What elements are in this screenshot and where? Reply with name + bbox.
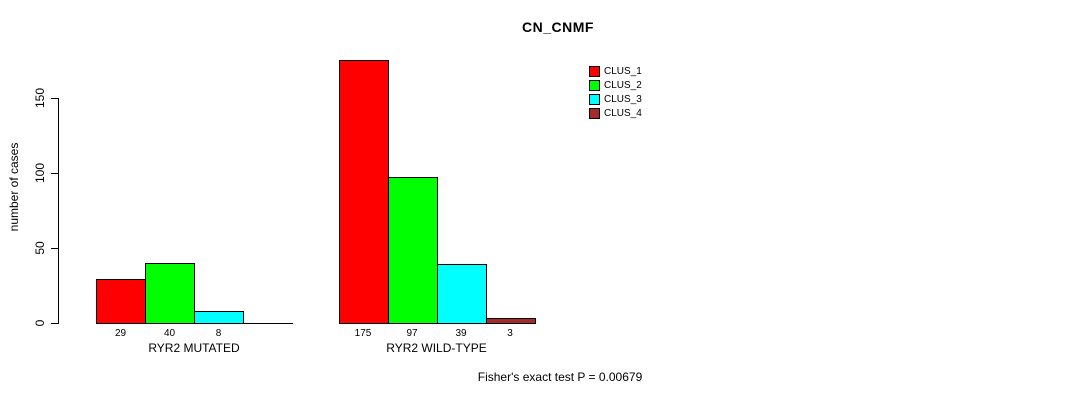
category-label: RYR2 MUTATED [148,341,240,355]
bar-clus_3-ryr2-wild-type [436,264,487,324]
y-axis-tick-mark [51,97,58,99]
chart-title: CN_CNMF [522,19,594,35]
bar-clus_1-ryr2-mutated [96,279,146,324]
bar-value-label: 8 [215,328,222,339]
bar-clus_2-ryr2-mutated [145,262,195,324]
y-axis-tick-label: 100 [33,162,47,183]
bar-clus_2-ryr2-wild-type [387,177,438,324]
y-axis-tick-label: 50 [33,240,47,255]
bar-value-label: 3 [507,328,513,339]
y-axis-tick-mark [51,247,58,249]
y-axis-tick-label: 150 [33,87,47,108]
bar-clus_4-ryr2-wild-type [485,318,536,324]
bar-value-label: 39 [455,328,467,339]
legend-label-clus_3: CLUS_3 [604,94,642,105]
legend-label-clus_4: CLUS_4 [604,108,642,119]
bar-value-label: 40 [163,328,176,339]
y-axis-tick-mark [51,322,58,324]
bar-clus_1-ryr2-wild-type [338,60,389,324]
legend-swatch-clus_4 [589,108,600,119]
y-axis-label: number of cases [7,142,21,232]
legend-label-clus_1: CLUS_1 [604,66,642,77]
y-axis-tick-label: 0 [33,319,47,326]
legend-swatch-clus_2 [589,80,600,91]
y-axis-line [58,97,59,324]
fisher-test-annotation: Fisher's exact test P = 0.00679 [477,370,643,384]
legend-label-clus_2: CLUS_2 [604,80,642,91]
bar-value-label: 97 [406,328,418,339]
bar-value-label: 175 [354,328,372,339]
bar-clus_3-ryr2-mutated [194,310,244,324]
legend-swatch-clus_1 [589,66,600,77]
bar-value-label: 29 [114,328,127,339]
y-axis-tick-mark [51,172,58,174]
legend-swatch-clus_3 [589,94,600,105]
category-label: RYR2 WILD-TYPE [386,341,487,355]
